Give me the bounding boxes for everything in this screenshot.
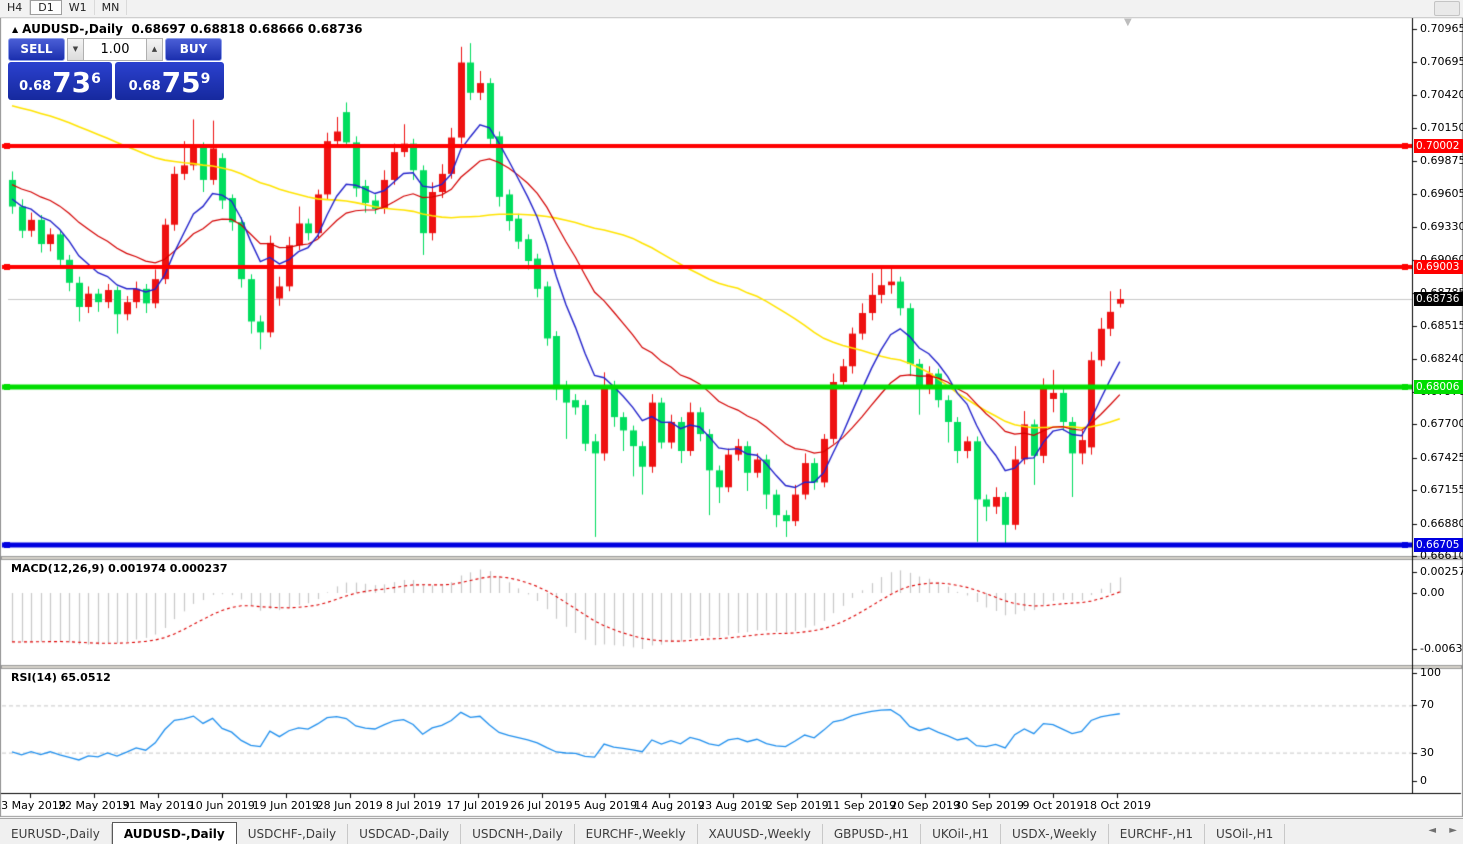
sell-button[interactable]: SELL	[8, 38, 65, 61]
hline-price-badge: 0.66705	[1414, 537, 1463, 552]
ohlc-readout: 0.68697 0.68818 0.68666 0.68736	[131, 22, 363, 36]
rsi-indicator-label: RSI(14) 65.0512	[11, 671, 111, 684]
date-axis-label: 5 Aug 2019	[573, 799, 638, 812]
date-axis-label: 31 May 2019	[122, 799, 194, 812]
buy-price-button[interactable]: 0.68 75 9	[115, 62, 224, 100]
price-axis-label: 0.69875	[1420, 154, 1463, 168]
tab-eurchf-weekly[interactable]: EURCHF-,Weekly	[575, 824, 698, 844]
date-axis-label: 8 Jul 2019	[385, 799, 442, 812]
price-axis-label: 0.66610	[1420, 549, 1463, 563]
date-axis-label: 9 Oct 2019	[1022, 799, 1084, 812]
volume-increase-button[interactable]: ▲	[146, 38, 163, 61]
chart-symbol: AUDUSD-,Daily	[22, 22, 123, 36]
buy-price-pipette: 9	[200, 71, 211, 87]
sell-price-main: 73	[52, 66, 92, 99]
date-axis-label: 2 Sep 2019	[765, 799, 829, 812]
toolbar-handle	[1434, 1, 1460, 16]
chart-shift-marker-icon[interactable]: ▼	[1124, 17, 1132, 28]
macd-axis-label: 0.002574	[1420, 565, 1463, 578]
rsi-axis-label: 100	[1420, 666, 1441, 679]
tab-usdcad-daily[interactable]: USDCAD-,Daily	[348, 824, 462, 844]
volume-input[interactable]	[84, 38, 146, 61]
tab-gbpusd-h1[interactable]: GBPUSD-,H1	[823, 824, 922, 844]
chart-tab-bar: EURUSD-,Daily AUDUSD-,Daily USDCHF-,Daily U…	[0, 818, 1463, 844]
tab-audusd-daily[interactable]: AUDUSD-,Daily	[111, 822, 237, 844]
date-axis-label: 10 Jun 2019	[188, 799, 255, 812]
date-axis-label: 23 Aug 2019	[698, 799, 769, 812]
date-axis-label: 19 Jun 2019	[252, 799, 319, 812]
buy-button[interactable]: BUY	[165, 38, 222, 61]
rsi-axis-label: 30	[1420, 746, 1434, 759]
price-axis-label: 0.67425	[1420, 450, 1463, 464]
price-axis-label: 0.68240	[1420, 352, 1463, 366]
macd-indicator-label: MACD(12,26,9) 0.001974 0.000237	[11, 562, 228, 575]
buy-price-main: 75	[161, 66, 201, 99]
one-click-trading-panel: SELL ▼ ▲ BUY 0.68 73 6 0.68 75 9	[8, 38, 224, 100]
buy-price-prefix: 0.68	[128, 79, 161, 94]
tab-usdchf-daily[interactable]: USDCHF-,Daily	[237, 824, 349, 844]
sell-price-button[interactable]: 0.68 73 6	[8, 62, 112, 100]
tab-xauusd-weekly[interactable]: XAUUSD-,Weekly	[698, 824, 823, 844]
tab-usdcnh-daily[interactable]: USDCNH-,Daily	[461, 824, 575, 844]
tab-usdx-weekly[interactable]: USDX-,Weekly	[1001, 824, 1109, 844]
date-axis-label: 18 Oct 2019	[1082, 799, 1151, 812]
timeframe-w1-button[interactable]: W1	[62, 0, 95, 15]
date-axis-label: 28 Jun 2019	[316, 799, 383, 812]
rsi-axis-label: 0	[1420, 774, 1427, 787]
date-axis-label: 22 May 2019	[58, 799, 130, 812]
price-axis-label: 0.70150	[1420, 120, 1463, 134]
tab-scroll-left-button[interactable]: ◄	[1428, 825, 1437, 836]
hline-price-badge: 0.68006	[1414, 380, 1463, 395]
date-axis-label: 11 Sep 2019	[826, 799, 897, 812]
tab-scroll-arrows: ◄ ►	[1418, 825, 1457, 836]
tab-ukoil-h1[interactable]: UKOil-,H1	[921, 824, 1001, 844]
sell-price-prefix: 0.68	[19, 79, 52, 94]
price-axis-label: 0.68515	[1420, 318, 1463, 332]
timeframe-mn-button[interactable]: MN	[95, 0, 128, 15]
date-axis-label: 20 Sep 2019	[890, 799, 961, 812]
hline-price-badge: 0.69003	[1414, 259, 1463, 274]
timeframe-toolbar: H4 D1 W1 MN	[0, 0, 1463, 18]
hline-price-badge: 0.70002	[1414, 138, 1463, 153]
date-axis-label: 13 May 2019	[0, 799, 66, 812]
date-axis-label: 26 Jul 2019	[510, 799, 573, 812]
tab-usoil-h1[interactable]: USOil-,H1	[1205, 824, 1286, 844]
price-axis-label: 0.70965	[1420, 22, 1463, 36]
price-axis-label: 0.69330	[1420, 220, 1463, 234]
chart-title: ▲ AUDUSD-,Daily 0.68697 0.68818 0.68666 0…	[12, 22, 363, 36]
price-axis-label: 0.70420	[1420, 88, 1463, 102]
timeframe-d1-button[interactable]: D1	[30, 0, 62, 15]
symbol-marker-icon: ▲	[12, 25, 19, 34]
price-axis-label: 0.67700	[1420, 417, 1463, 431]
current-price-badge: 0.68736	[1414, 292, 1463, 306]
date-axis-label: 30 Sep 2019	[954, 799, 1024, 812]
volume-decrease-button[interactable]: ▼	[67, 38, 84, 61]
sell-price-pipette: 6	[91, 71, 101, 87]
rsi-axis-label: 70	[1420, 698, 1434, 711]
tab-eurchf-h1[interactable]: EURCHF-,H1	[1109, 824, 1205, 844]
price-axis-label: 0.69605	[1420, 186, 1463, 200]
date-axis-label: 17 Jul 2019	[446, 799, 509, 812]
price-axis-label: 0.67155	[1420, 483, 1463, 497]
macd-axis-label: -0.006326	[1420, 642, 1463, 655]
macd-axis-label: 0.00	[1420, 586, 1445, 599]
price-axis-label: 0.66880	[1420, 516, 1463, 530]
tab-scroll-right-button[interactable]: ►	[1449, 825, 1457, 836]
tab-eurusd-daily[interactable]: EURUSD-,Daily	[0, 824, 112, 844]
date-axis-label: 14 Aug 2019	[634, 799, 705, 812]
price-axis-label: 0.70695	[1420, 54, 1463, 68]
timeframe-h4-button[interactable]: H4	[0, 0, 31, 15]
